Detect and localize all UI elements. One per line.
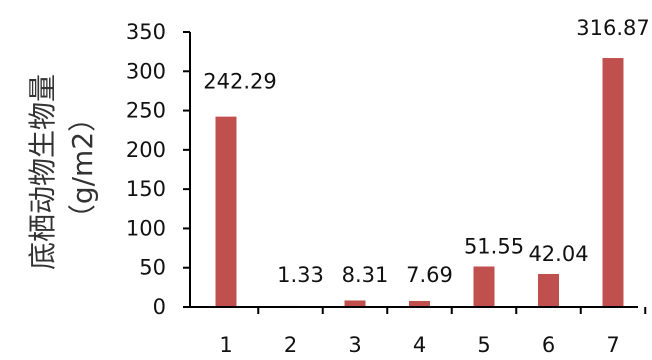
bar [602,58,624,307]
y-tick-label: 300 [126,59,166,83]
data-label: 51.55 [464,234,524,258]
y-tick-label: 0 [153,295,166,319]
y-tick-label: 50 [139,256,166,280]
x-tick-label: 7 [606,333,619,357]
y-tick-label: 250 [126,99,166,123]
y-tick-label: 100 [126,216,166,240]
bar [409,300,430,307]
x-tick-label: 2 [284,333,297,357]
x-tick-label: 1 [219,333,232,357]
x-tick-label: 4 [413,333,426,357]
data-label: 42.04 [528,242,588,266]
y-axis-title-group: 底栖动物生物量 （g/m2） [26,74,99,270]
data-label: 242.29 [203,70,276,94]
y-axis-unit: （g/m2） [66,104,99,232]
data-label: 1.33 [277,263,324,287]
y-tick-label: 350 [126,20,166,44]
y-tick-label: 200 [126,138,166,162]
bar [215,116,237,307]
bar [538,273,559,307]
x-axis-ticks: 1 2 3 4 5 6 7 [219,307,647,357]
x-tick-label: 5 [477,333,490,357]
x-tick-label: 6 [542,333,555,357]
data-label: 316.87 [576,16,649,40]
data-label: 7.69 [406,263,453,287]
y-axis-ticks: 0 50 100 150 200 250 300 350 [126,20,190,319]
data-labels: 242.29 1.33 8.31 7.69 51.55 42.04 316.87 [203,16,649,287]
bar [473,266,495,307]
y-axis-title: 底栖动物生物量 [26,74,59,270]
y-tick-label: 150 [126,177,166,201]
x-tick-label: 3 [348,333,361,357]
data-label: 8.31 [342,263,389,287]
bar [344,300,366,307]
bars [215,58,624,307]
